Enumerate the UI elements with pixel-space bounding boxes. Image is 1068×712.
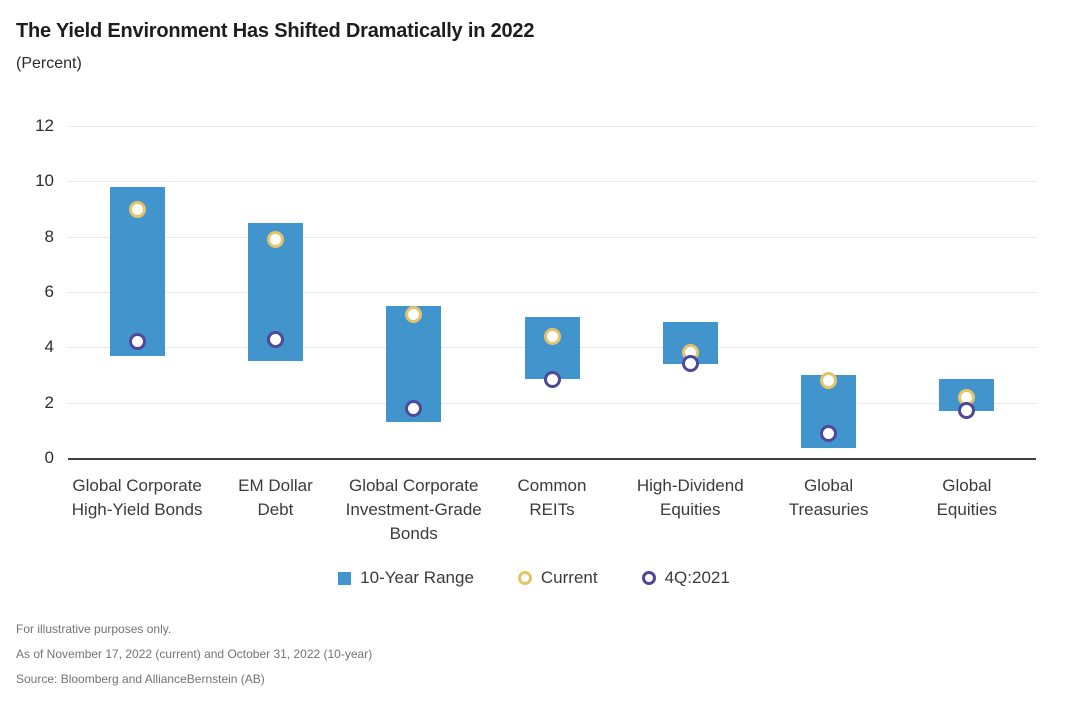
footnote-disclaimer: For illustrative purposes only. xyxy=(16,622,172,636)
y-axis-tick-label: 8 xyxy=(44,226,54,246)
x-axis-category-label: EM Dollar Debt xyxy=(238,476,313,519)
legend-item: 10-Year Range xyxy=(338,568,474,588)
y-axis-tick-label: 4 xyxy=(44,337,54,357)
current-marker xyxy=(128,200,146,218)
y-axis-tick-label: 6 xyxy=(44,282,54,301)
gridline xyxy=(68,292,1036,293)
q4-2021-marker xyxy=(681,355,699,373)
y-axis-tick-label: 12 xyxy=(35,116,54,135)
legend: 10-Year Range Current 4Q:2021 xyxy=(0,568,1068,588)
current-marker xyxy=(405,305,423,323)
legend-label: 4Q:2021 xyxy=(664,568,730,587)
x-axis-labels: Global Corporate High-Yield Bonds EM Doll… xyxy=(68,474,1036,546)
q4-2021-marker xyxy=(266,330,284,348)
page-title: The Yield Environment Has Shifted Dramat… xyxy=(16,20,535,42)
current-marker xyxy=(543,327,561,345)
legend-item: 4Q:2021 xyxy=(641,568,730,588)
gridline xyxy=(68,236,1036,238)
marker-ring-icon xyxy=(517,571,532,585)
marker-ring-icon xyxy=(641,571,656,585)
x-axis-category-label: Global Treasuries xyxy=(788,476,869,519)
legend-label: 10-Year Range xyxy=(360,568,474,587)
footnote-as-of-date: As of November 17, 2022 (current) and Oc… xyxy=(16,647,373,661)
current-marker xyxy=(266,230,284,248)
x-axis-category-label: Global Equities xyxy=(936,476,998,519)
q4-2021-marker xyxy=(405,399,423,417)
x-axis-category-label: Global Corporate Investment-Grade Bonds xyxy=(345,476,482,543)
y-axis-tick-label: 2 xyxy=(44,392,54,412)
range-swatch-icon xyxy=(338,571,352,585)
y-axis-tick-label: 10 xyxy=(35,171,54,191)
legend-label: Current xyxy=(540,568,598,587)
range-bar xyxy=(524,316,580,380)
y-axis-tick-label: 0 xyxy=(44,448,54,467)
footnote-source: Source: Bloomberg and AllianceBernstein … xyxy=(16,672,265,686)
gridline xyxy=(68,181,1036,183)
plot-area: 0 2 4 6 8 10 12 xyxy=(35,116,1036,467)
gridline xyxy=(68,402,1036,404)
x-axis-category-label: Global Corporate High-Yield Bonds xyxy=(71,476,203,519)
q4-2021-marker xyxy=(128,333,146,351)
gridline xyxy=(68,126,1036,127)
x-axis-category-label: Common REITs xyxy=(517,476,587,519)
footnotes: For illustrative purposes only. As of No… xyxy=(16,621,372,696)
q4-2021-marker xyxy=(543,370,561,388)
x-axis-category-label: High-Dividend Equities xyxy=(636,476,744,519)
chart-subtitle: (Percent) xyxy=(16,55,82,72)
q4-2021-marker xyxy=(958,402,976,420)
q4-2021-marker xyxy=(820,424,838,442)
current-marker xyxy=(820,372,838,390)
legend-item: Current xyxy=(517,568,598,588)
